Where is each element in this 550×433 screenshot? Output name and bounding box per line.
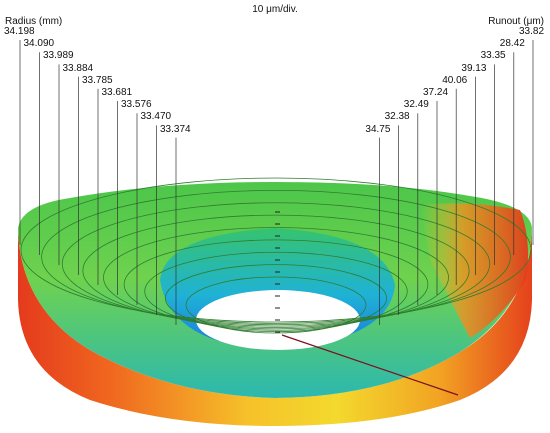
- radius-axis-label: Radius (mm): [5, 16, 63, 27]
- runout-label: 37.24: [423, 87, 449, 98]
- radius-label: 33.576: [121, 99, 152, 111]
- radius-label: 33.470: [140, 111, 172, 123]
- radius-label: 33.989: [43, 50, 74, 62]
- contour-ring: [103, 227, 449, 328]
- radius-label: 34.090: [23, 38, 55, 50]
- contour-ring: [185, 276, 367, 334]
- runout-label: 32.38: [384, 111, 410, 123]
- runout-label: 33.82: [519, 26, 545, 37]
- radial-line: [281, 334, 459, 396]
- contour-ring: [144, 251, 408, 331]
- radius-label: 34.198: [4, 26, 35, 37]
- radius-label: 33.681: [101, 87, 133, 98]
- runout-label: 33.35: [480, 50, 506, 62]
- right-hot-region: [420, 203, 528, 338]
- contour-ring: [82, 214, 470, 327]
- outer-wall: [18, 228, 532, 426]
- radius-label: 33.884: [62, 62, 94, 74]
- runout-label: 40.06: [442, 74, 468, 86]
- contour-ring: [20, 177, 532, 323]
- runout-label: 32.49: [403, 99, 429, 111]
- contour-ring: [123, 239, 429, 330]
- runout-label: 28.42: [499, 38, 525, 50]
- contour-rings: [20, 177, 532, 334]
- contour-ring: [41, 189, 511, 324]
- leader-lines: [19, 40, 534, 325]
- chart-title: 10 μm/div.: [252, 4, 298, 15]
- center-axis: [275, 211, 280, 333]
- runout-label: 39.13: [461, 62, 487, 74]
- contour-ring: [61, 202, 491, 326]
- runout-axis-label: Runout (μm): [488, 16, 544, 27]
- radius-label: 33.374: [160, 123, 191, 135]
- runout-label: 34.75: [365, 123, 391, 135]
- radius-label: 33.785: [82, 74, 113, 86]
